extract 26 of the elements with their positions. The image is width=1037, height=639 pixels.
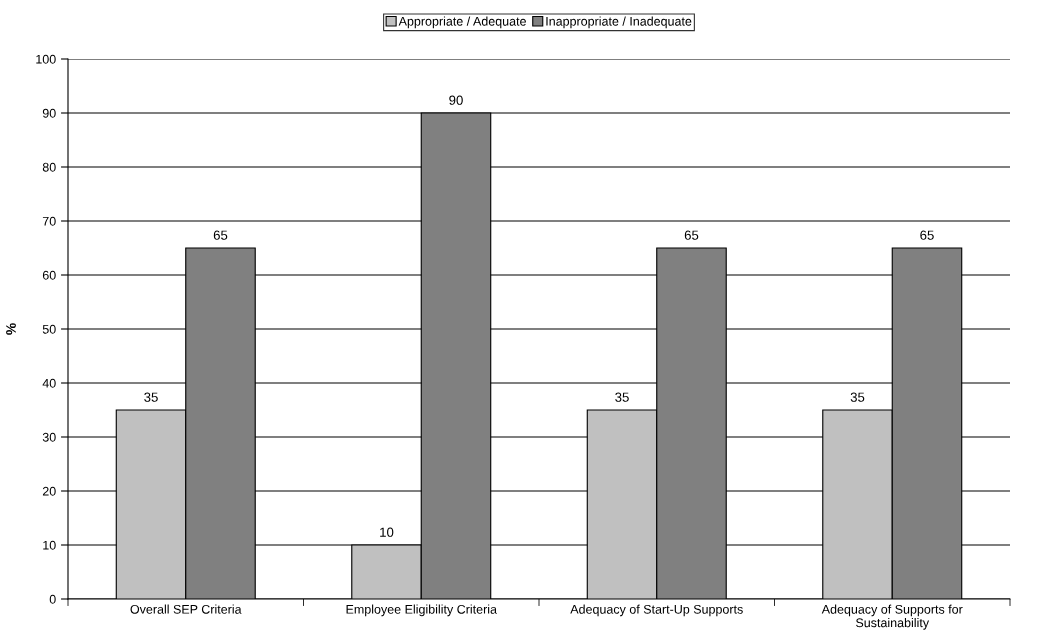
y-tick-label: 30	[42, 432, 56, 442]
data-label: 35	[850, 392, 865, 402]
data-label: 65	[684, 230, 699, 240]
data-label: 65	[213, 230, 228, 240]
x-tick-label: Adequacy of Supports for Sustainability	[821, 604, 963, 630]
data-label: 35	[144, 392, 158, 402]
y-tick-label: 70	[42, 216, 56, 226]
y-tick-label: 60	[42, 270, 56, 280]
x-tick-label: Employee Eligibility Criteria	[346, 604, 497, 617]
data-label: 35	[615, 392, 629, 402]
data-label: 65	[920, 230, 934, 240]
data-label: 10	[380, 527, 394, 537]
data-label: 90	[449, 95, 463, 105]
y-tick-label: 80	[42, 162, 56, 172]
y-tick-label: 0	[49, 594, 56, 604]
legend-label: Appropriate / Adequate	[398, 16, 526, 29]
y-tick-label: 40	[42, 378, 56, 388]
y-tick-label: 20	[42, 486, 56, 496]
y-axis-title: %	[6, 323, 16, 335]
x-tick-label: Adequacy of Start-Up Supports	[570, 604, 743, 617]
y-tick-label: 50	[42, 324, 56, 334]
y-tick-label: 100	[36, 54, 56, 64]
y-tick-label: 10	[43, 540, 56, 550]
x-tick-label: Overall SEP Criteria	[130, 604, 242, 614]
y-tick-label: 90	[42, 108, 56, 118]
legend-label: Inappropriate / Inadequate	[546, 16, 692, 29]
